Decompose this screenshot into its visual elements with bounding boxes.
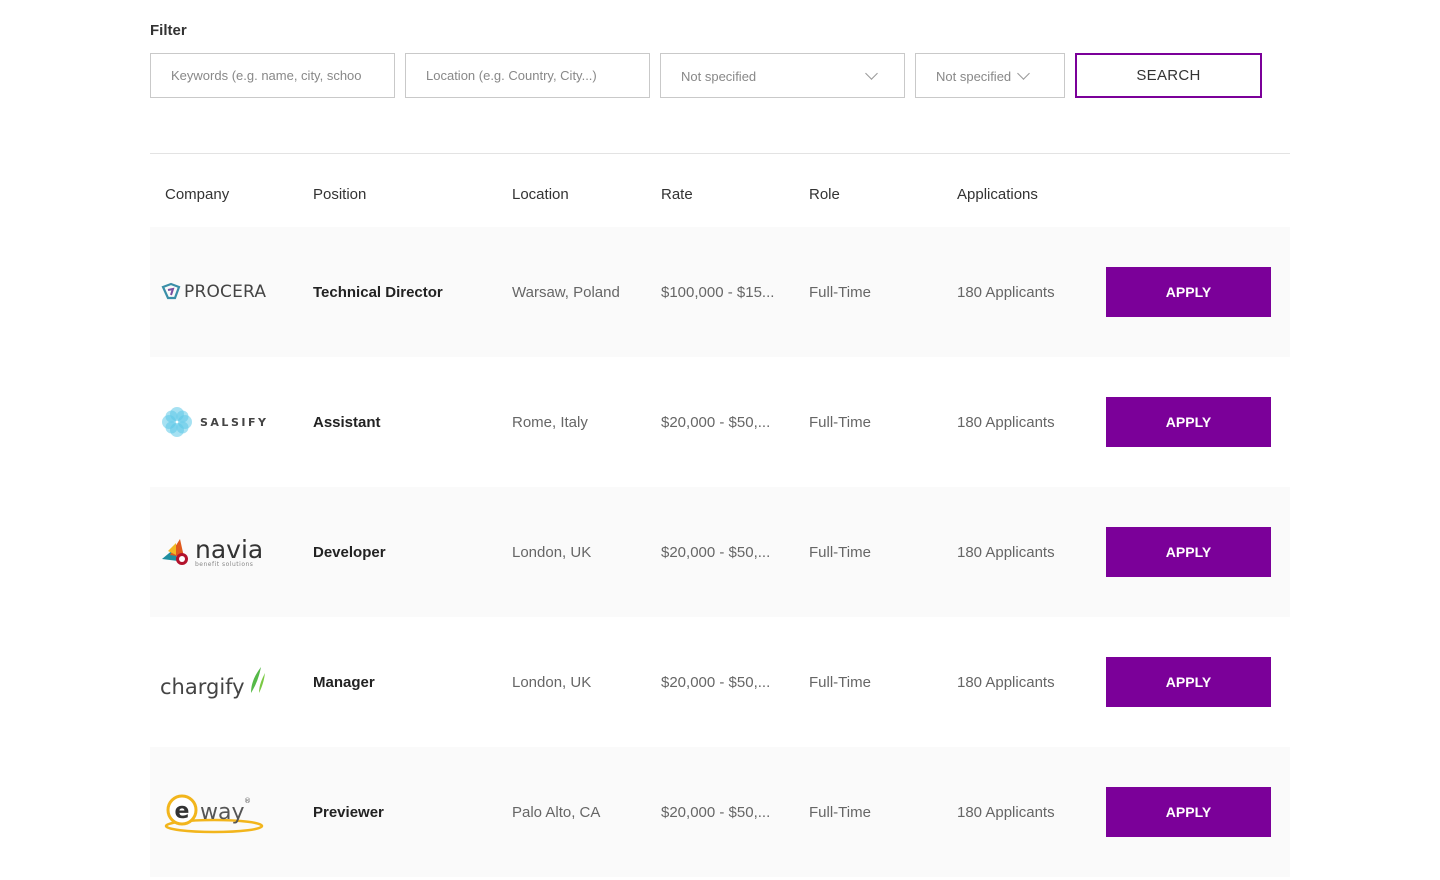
position: Manager: [313, 674, 375, 691]
svg-text:®: ®: [244, 797, 251, 805]
position: Developer: [313, 544, 386, 561]
applications: 180 Applicants: [957, 544, 1055, 561]
table-row: chargify Manager London, UK $20,000 - $5…: [150, 617, 1290, 747]
location: London, UK: [512, 544, 592, 561]
role: Full-Time: [809, 544, 871, 561]
company-logo-eway: e way ®: [160, 777, 270, 847]
filter-select-1[interactable]: Not specified: [660, 53, 905, 98]
applications: 180 Applicants: [957, 804, 1055, 821]
company-logo-salsify: SALSIFY: [160, 387, 270, 457]
rate: $20,000 - $50,...: [661, 674, 771, 691]
rate: $100,000 - $15...: [661, 284, 775, 301]
applications: 180 Applicants: [957, 674, 1055, 691]
filter-label: Filter: [150, 22, 187, 39]
location-input[interactable]: [426, 68, 629, 83]
svg-text:e: e: [175, 799, 190, 824]
location: Rome, Italy: [512, 414, 588, 431]
location-field[interactable]: [405, 53, 650, 98]
filter-select-2[interactable]: Not specified: [915, 53, 1065, 98]
procera-logo-icon: [161, 282, 181, 300]
role: Full-Time: [809, 284, 871, 301]
company-tagline: benefit solutions: [195, 560, 254, 568]
chevron-down-icon: [1017, 66, 1030, 80]
filter-select-1-value: Not specified: [681, 69, 757, 84]
keywords-input[interactable]: [171, 68, 374, 83]
position: Assistant: [313, 414, 381, 431]
table-row: SALSIFY Assistant Rome, Italy $20,000 - …: [150, 357, 1290, 487]
location: Warsaw, Poland: [512, 284, 620, 301]
position: Technical Director: [313, 284, 443, 301]
location: Palo Alto, CA: [512, 804, 601, 821]
header-location: Location: [512, 186, 569, 203]
role: Full-Time: [809, 414, 871, 431]
company-name: navia: [195, 534, 264, 564]
filter-select-2-value: Not specified: [936, 69, 1012, 84]
rate: $20,000 - $50,...: [661, 414, 771, 431]
header-company: Company: [165, 186, 230, 203]
header-role: Role: [809, 186, 840, 203]
header-position: Position: [313, 186, 367, 203]
chevron-down-icon: [865, 66, 878, 80]
applications: 180 Applicants: [957, 414, 1055, 431]
divider: [150, 153, 1290, 154]
keywords-field[interactable]: [150, 53, 395, 98]
navia-leaf-icon: [162, 539, 188, 565]
rate: $20,000 - $50,...: [661, 804, 771, 821]
header-rate: Rate: [661, 186, 693, 203]
table-row: PROCERA Technical Director Warsaw, Polan…: [150, 227, 1290, 357]
eway-logo-icon: e way ®: [164, 794, 264, 834]
company-name: chargify: [160, 675, 245, 699]
rate: $20,000 - $50,...: [661, 544, 771, 561]
company-name: SALSIFY: [200, 415, 269, 429]
apply-button[interactable]: APPLY: [1106, 397, 1271, 447]
applications: 180 Applicants: [957, 284, 1055, 301]
apply-button[interactable]: APPLY: [1106, 657, 1271, 707]
company-logo-procera: PROCERA: [160, 257, 270, 327]
location: London, UK: [512, 674, 592, 691]
table-row: navia benefit solutions Developer London…: [150, 487, 1290, 617]
company-logo-chargify: chargify: [160, 647, 270, 717]
position: Previewer: [313, 804, 384, 821]
apply-button[interactable]: APPLY: [1106, 527, 1271, 577]
table-row: e way ® Previewer Palo Alto, CA $20,000 …: [150, 747, 1290, 877]
apply-button[interactable]: APPLY: [1106, 787, 1271, 837]
company-logo-navia: navia benefit solutions: [160, 517, 270, 587]
header-applications: Applications: [957, 186, 1038, 203]
search-button[interactable]: SEARCH: [1075, 53, 1262, 98]
role: Full-Time: [809, 804, 871, 821]
salsify-flower-icon: [162, 407, 192, 437]
apply-button[interactable]: APPLY: [1106, 267, 1271, 317]
svg-text:way: way: [200, 800, 245, 825]
chargify-leaf-icon: [250, 667, 265, 693]
company-name: PROCERA: [184, 282, 267, 302]
role: Full-Time: [809, 674, 871, 691]
